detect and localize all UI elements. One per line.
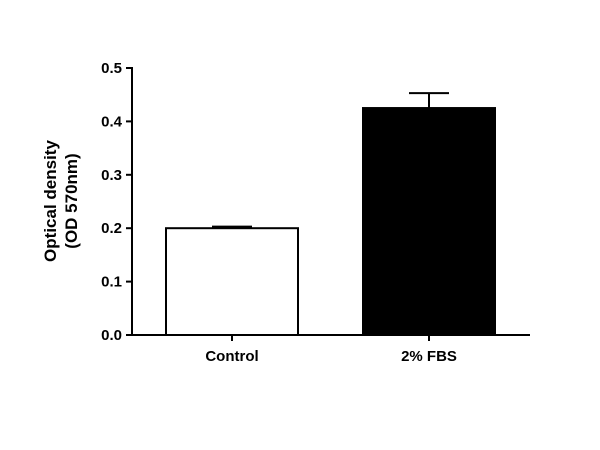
error-bars-group xyxy=(212,92,449,229)
y-tick-label-4: 0.4 xyxy=(101,113,123,130)
bars-group xyxy=(165,107,496,336)
y-tick-label-0: 0.0 xyxy=(101,327,122,344)
y-axis-title: Optical density (OD 570nm) xyxy=(41,140,81,262)
y-ticks-group: 0.0 0.1 0.2 0.3 0.4 0.5 xyxy=(101,60,132,344)
bar-1 xyxy=(362,107,496,336)
y-tick-label-1: 0.1 xyxy=(101,274,122,291)
y-tick-label-5: 0.5 xyxy=(101,60,122,77)
x-tick-label-0: Control xyxy=(205,348,258,365)
axes-group xyxy=(131,67,530,336)
x-tick-label-1: 2% FBS xyxy=(401,348,457,365)
y-axis-title-line-2: (OD 570nm) xyxy=(62,153,81,248)
x-ticks-group: Control 2% FBS xyxy=(205,335,457,365)
y-tick-label-3: 0.3 xyxy=(101,167,122,184)
y-tick-label-2: 0.2 xyxy=(101,220,122,237)
y-axis-title-line-1: Optical density xyxy=(41,140,60,262)
bar-0 xyxy=(165,227,299,336)
